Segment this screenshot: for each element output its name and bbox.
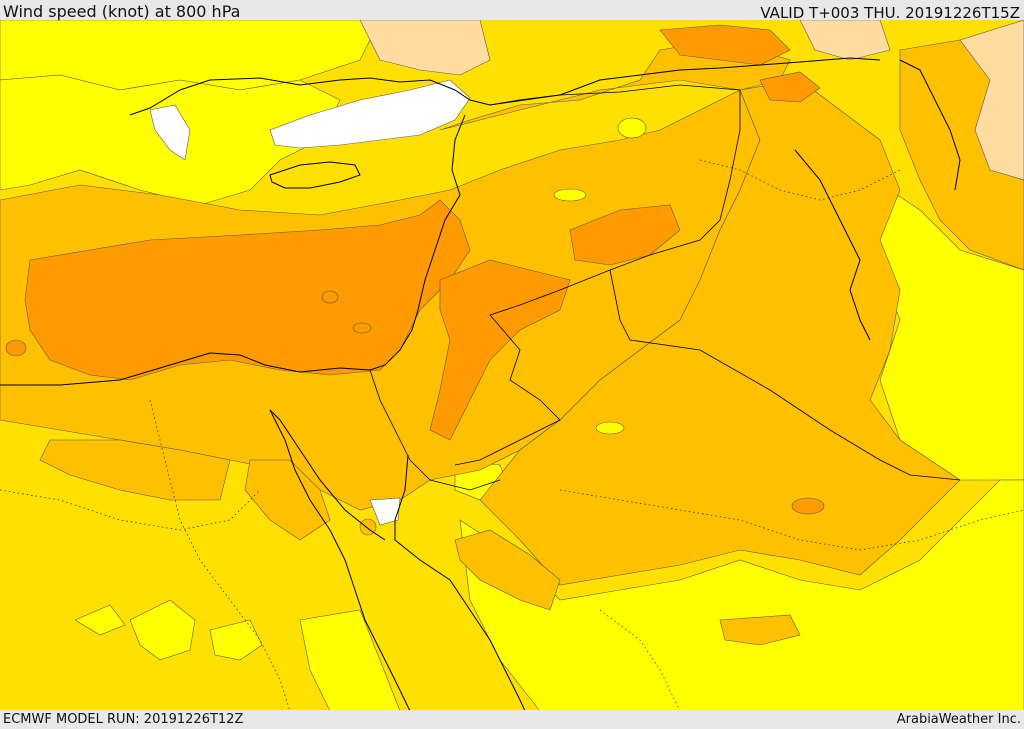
admin-boundary-dotted [599,609,681,711]
border-jordan-saudi [454,314,561,466]
wind-band-white-turkey [269,79,471,149]
border-sinai [409,459,501,491]
wind-band-yellow-nile [299,609,401,711]
admin-boundary-dotted [699,159,901,201]
wind-band-white-sinai [369,497,401,526]
wind-band-orange-jordan [429,259,571,441]
wind-cell-blob [352,322,372,334]
admin-boundary-dotted [559,489,1024,551]
coastline-red-sea-west [269,409,411,711]
wind-cell-blob [553,188,587,202]
credit-label: ArabiaWeather Inc. [896,712,1021,727]
model-run-label: ECMWF MODEL RUN: 20191226T12Z [3,712,244,727]
valid-time-label: VALID T+003 THU. 20191226T15Z [760,4,1020,22]
admin-boundary-dotted [149,399,291,711]
map-area [0,20,1024,711]
coastline-turkey-south [129,57,881,116]
wind-band-cream-ne [799,20,891,61]
coastline-levant [369,114,466,371]
wind-band-orange-iran [759,71,821,103]
admin-boundary-dotted [0,489,261,531]
coastline-egypt-north [0,352,371,386]
coastline-caspian [899,59,961,191]
wind-cell-blob [5,339,27,357]
coastline-persian-gulf [794,149,871,341]
header-bar [0,0,1024,22]
map-title: Wind speed (knot) at 800 hPa [3,2,241,21]
border-iraq-saudi [609,269,961,481]
wind-band-yellow-egypt-patch-2 [129,599,196,661]
coastline-red-sea-east [394,454,526,711]
border-syria-iraq [489,84,741,316]
wind-band-orange-jet [24,199,471,381]
wind-band-amber-egypt [39,439,231,501]
wind-band-amber-hejaz [454,529,561,611]
wind-cell-blob [617,117,647,139]
border-egypt-sudan [369,369,411,461]
wind-band-cream-north [359,20,491,76]
wind-band-orange-iraq [569,204,681,266]
wind-cell-blob [595,421,625,435]
wind-band-amber-arabia [479,79,961,586]
wind-cell-blob [321,290,339,304]
wind-band-white-west [149,104,191,161]
coastline-cyprus [269,161,361,189]
wind-band-yellow-south [459,479,1024,711]
wind-band-orange-north [659,24,791,66]
wind-band-yellow-egypt-patch [74,604,126,636]
wind-speed-map [0,20,1024,711]
wind-band-cream-east [959,20,1024,181]
wind-band-yellow-egypt-patch-3 [209,619,263,661]
wind-cell-blob [791,497,825,515]
wind-band-amber-south-patch [719,614,801,646]
wind-band-amber-sinai [244,459,331,541]
footer-bar [0,710,1024,729]
coastline-gulf-of-suez [269,409,386,541]
